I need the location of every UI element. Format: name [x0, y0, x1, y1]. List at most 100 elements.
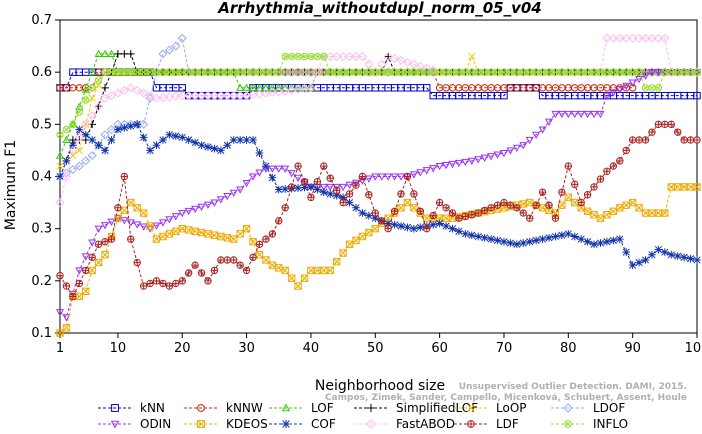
data-point [686, 254, 695, 263]
data-point [100, 130, 110, 140]
series-fastabod [55, 33, 702, 208]
data-point [313, 178, 322, 186]
data-point [300, 183, 309, 192]
data-point [506, 147, 515, 155]
data-point [191, 261, 199, 269]
data-point [107, 49, 116, 57]
data-point [294, 184, 302, 192]
data-point [365, 228, 373, 237]
data-point [236, 261, 244, 269]
data-point [100, 93, 110, 103]
data-point [236, 136, 245, 144]
data-point [570, 110, 579, 119]
data-point [287, 67, 297, 77]
data-point [74, 161, 84, 171]
data-point [139, 119, 149, 129]
data-point [590, 110, 599, 119]
data-point [608, 33, 618, 43]
data-point [68, 120, 77, 128]
x-tick-label: 100 [685, 341, 702, 356]
data-point [217, 146, 225, 155]
data-point [62, 157, 71, 165]
data-point [596, 175, 605, 183]
data-point [300, 83, 309, 91]
data-point [230, 256, 238, 264]
data-point [223, 141, 232, 150]
data-point [571, 198, 579, 207]
data-point [88, 266, 96, 275]
legend-label: LOF [311, 401, 334, 415]
data-point [693, 256, 701, 264]
legend-item: kNN [98, 401, 165, 415]
data-point [383, 51, 393, 62]
data-point [519, 209, 527, 217]
data-point [210, 266, 219, 275]
data-point [519, 200, 527, 208]
data-point [281, 419, 291, 429]
data-point [648, 209, 656, 217]
data-point [409, 59, 419, 69]
data-point [171, 41, 181, 51]
data-point [280, 67, 290, 77]
data-point [499, 149, 509, 158]
data-point [293, 67, 303, 77]
data-point [320, 52, 328, 61]
data-point [242, 266, 251, 275]
data-point [255, 251, 264, 259]
data-point [442, 161, 451, 170]
data-point [75, 108, 84, 116]
data-point [262, 256, 270, 264]
data-point [75, 102, 84, 111]
data-point [628, 79, 637, 87]
data-point [120, 50, 129, 58]
data-point [177, 91, 187, 101]
data-point [56, 271, 64, 280]
data-point [56, 131, 64, 139]
data-point [178, 133, 187, 142]
data-point [216, 196, 225, 204]
data-point [609, 207, 618, 215]
data-point [268, 165, 277, 173]
series-inflo [56, 52, 701, 139]
x-tick-label: 70 [496, 341, 513, 356]
data-point [384, 225, 392, 233]
data-point [538, 204, 547, 212]
data-point [365, 191, 373, 199]
data-point [69, 292, 77, 301]
data-point [654, 84, 663, 92]
data-point [467, 420, 475, 428]
data-point [487, 204, 495, 212]
data-point [210, 231, 219, 239]
data-point [56, 329, 64, 337]
data-point [635, 68, 643, 76]
data-point [190, 91, 200, 101]
data-point [114, 125, 122, 134]
data-point [242, 224, 251, 233]
data-point [654, 120, 663, 128]
data-point [545, 233, 553, 242]
data-point [532, 131, 541, 139]
data-point [371, 214, 380, 223]
data-point [667, 120, 675, 128]
y-tick-label: 0.5 [31, 117, 52, 132]
data-point [532, 236, 540, 245]
data-point [217, 256, 225, 264]
data-point [261, 83, 270, 91]
data-point [216, 91, 226, 101]
data-point [603, 211, 611, 219]
data-point [615, 235, 624, 243]
data-point [602, 92, 611, 100]
data-point [544, 118, 554, 126]
data-point [628, 136, 637, 144]
data-point [262, 162, 270, 170]
data-point [127, 198, 135, 207]
data-point [609, 236, 618, 245]
data-point [634, 33, 644, 43]
data-point [693, 68, 701, 76]
data-point [197, 141, 206, 150]
data-point [338, 51, 348, 62]
legend-label: INFLO [593, 417, 628, 431]
series-line [59, 123, 697, 298]
y-tick-label: 0.1 [31, 326, 52, 341]
data-point [268, 230, 277, 238]
